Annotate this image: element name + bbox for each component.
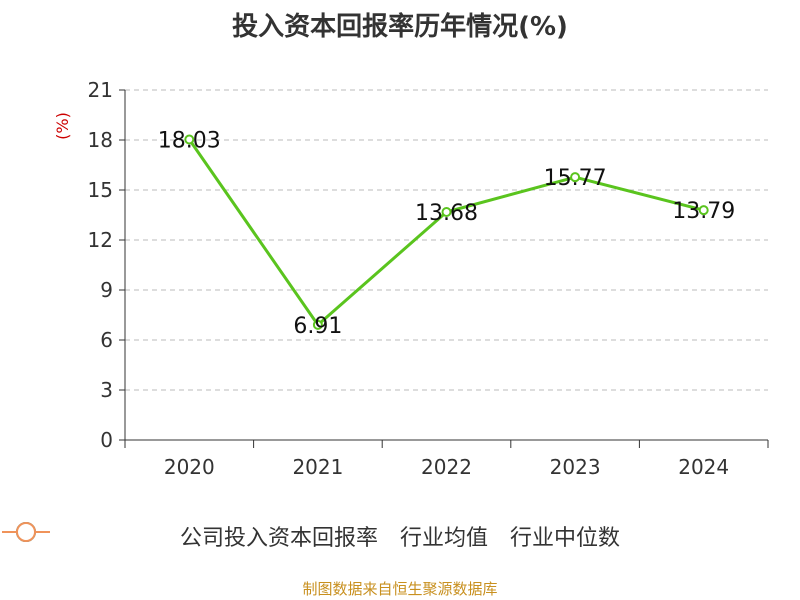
series-line-layer <box>188 138 705 327</box>
x-tick-label: 2023 <box>550 455 601 479</box>
legend: 公司投入资本回报率 行业均值 行业中位数 <box>0 520 800 552</box>
y-tick-label: 9 <box>100 278 113 302</box>
y-tick-label: 18 <box>88 128 113 152</box>
y-tick-label: 21 <box>88 78 113 102</box>
data-label: 15.77 <box>544 166 607 191</box>
source-note: 制图数据来自恒生聚源数据库 <box>302 580 498 598</box>
data-points <box>184 134 709 330</box>
data-label: 18.03 <box>158 129 221 154</box>
legend-label: 公司投入资本回报率 <box>179 526 378 551</box>
grid-lines <box>125 89 768 391</box>
y-tick-label: 3 <box>100 378 113 402</box>
series-line <box>188 138 705 327</box>
y-tick-label: 12 <box>88 228 113 252</box>
data-point <box>312 319 323 330</box>
data-point <box>184 134 195 145</box>
y-tick-label: 6 <box>100 328 113 352</box>
legend-label: 行业均值 <box>399 526 488 551</box>
legend-item: 行业中位数 <box>2 520 621 552</box>
x-tick-label: 2020 <box>164 455 215 479</box>
x-tick-label: 2024 <box>678 455 729 479</box>
legend-marker-icon <box>2 522 50 542</box>
data-point <box>570 172 581 183</box>
data-point <box>698 205 709 216</box>
data-point <box>441 207 452 217</box>
y-tick-label: 15 <box>88 178 113 202</box>
chart-title: 投入资本回报率历年情况(%) <box>232 12 568 42</box>
legend-item: 公司投入资本回报率 <box>2 520 378 552</box>
data-labels: 18.03 6.91 13.68 15.77 13.79 <box>158 129 735 339</box>
x-tick-label: 2021 <box>292 455 343 479</box>
data-label: 6.91 <box>293 314 342 339</box>
y-tick-label: 0 <box>100 428 113 452</box>
axes: 0 3 6 9 12 15 18 21 2020 2021 2022 2023 2024 (%) <box>53 78 769 479</box>
y-axis-label: (%) <box>53 112 72 140</box>
data-label: 13.68 <box>415 201 478 226</box>
legend-item: 行业均值 <box>2 520 488 552</box>
legend-label: 行业中位数 <box>510 526 621 551</box>
x-tick-label: 2022 <box>421 455 472 479</box>
data-label: 13.79 <box>672 199 735 224</box>
